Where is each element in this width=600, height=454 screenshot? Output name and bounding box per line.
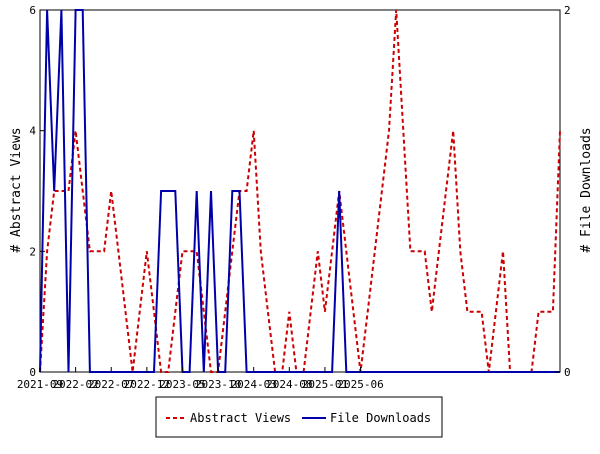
x-tick-label: 2024-03 bbox=[231, 378, 277, 391]
legend-label-abstract-views: Abstract Views bbox=[190, 411, 291, 425]
x-tick-label: 2022-07 bbox=[88, 378, 134, 391]
y-right-tick-label: 2 bbox=[564, 4, 571, 17]
x-tick-label: 2021-09 bbox=[17, 378, 63, 391]
legend-box bbox=[155, 396, 443, 438]
x-tick-label: 2022-12 bbox=[124, 378, 170, 391]
y-axis-left-title: # Abstract Views bbox=[9, 127, 24, 252]
x-tick-label: 2025-01 bbox=[302, 378, 348, 391]
series-line-file-downloads bbox=[39, 9, 560, 373]
x-tick-label: 2025-06 bbox=[337, 378, 383, 391]
legend: Abstract Views File Downloads bbox=[155, 396, 443, 438]
x-tick-label: 2023-05 bbox=[159, 378, 205, 391]
legend-label-file-downloads: File Downloads bbox=[330, 411, 431, 425]
y-left-tick-label: 2 bbox=[29, 245, 36, 258]
y-left-tick-label: 6 bbox=[29, 4, 36, 17]
y-axis-right-title: # File Downloads bbox=[579, 127, 594, 252]
y-left-tick-label: 0 bbox=[29, 366, 36, 379]
y-right-tick-label: 0 bbox=[564, 366, 571, 379]
x-tick-label: 2024-08 bbox=[266, 378, 312, 391]
x-tick-label: 2023-10 bbox=[195, 378, 241, 391]
y-left-tick-label: 4 bbox=[29, 125, 36, 138]
x-tick-label: 2022-02 bbox=[52, 378, 98, 391]
